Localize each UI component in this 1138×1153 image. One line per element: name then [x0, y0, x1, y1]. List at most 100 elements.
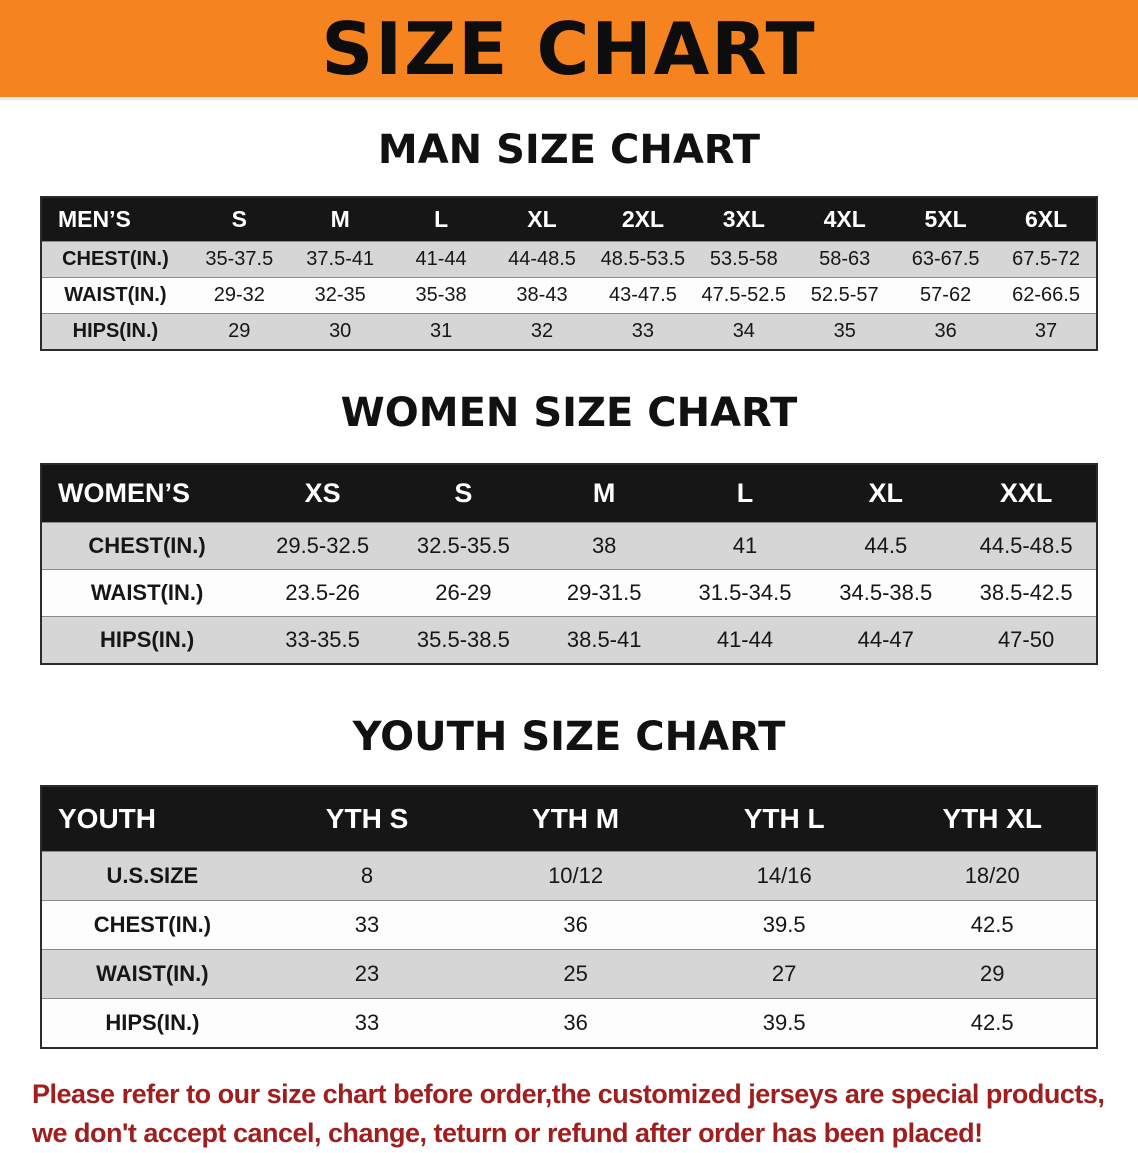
table-row: HIPS(IN.) 29 30 31 32 33 34 35 36 37: [41, 313, 1097, 350]
size-value: 31: [390, 313, 492, 350]
column-header: 3XL: [693, 197, 795, 242]
row-label: HIPS(IN.): [41, 998, 263, 1048]
size-value: 38.5-42.5: [956, 569, 1097, 617]
size-value: 32: [491, 313, 593, 350]
banner: SIZE CHART: [0, 0, 1138, 100]
size-value: 25: [471, 949, 680, 999]
size-value: 36: [471, 900, 680, 950]
header-row: WOMEN’S XS S M L XL XXL: [41, 464, 1097, 523]
size-value: 44.5: [815, 522, 957, 570]
size-value: 39.5: [679, 998, 889, 1048]
size-value: 33: [262, 998, 472, 1048]
size-value: 41: [674, 522, 816, 570]
table-title: YOUTH: [41, 786, 263, 852]
size-value: 29: [188, 313, 290, 350]
row-label: WAIST(IN.): [41, 949, 263, 999]
size-value: 8: [262, 851, 472, 901]
table-row: CHEST(IN.) 35-37.5 37.5-41 41-44 44-48.5 48.5…: [41, 241, 1097, 278]
column-header: 4XL: [794, 197, 896, 242]
women-section: WOMEN SIZE CHART WOMEN’S XS S M L XL XXL CHEST(…: [0, 391, 1138, 665]
size-value: 23.5-26: [252, 569, 393, 617]
table-row: HIPS(IN.) 33-35.5 35.5-38.5 38.5-41 41-44 44-…: [41, 616, 1097, 664]
size-value: 33: [592, 313, 694, 350]
size-value: 44.5-48.5: [956, 522, 1097, 570]
column-header: XXL: [956, 464, 1097, 523]
size-value: 44-47: [815, 616, 957, 664]
disclaimer-line-2: we don't accept cancel, change, teturn o…: [32, 1118, 983, 1149]
men-size-table: MEN’S S M L XL 2XL 3XL 4XL 5XL 6XL CHEST(IN.) 35-37…: [40, 196, 1098, 351]
row-label: HIPS(IN.): [41, 313, 189, 350]
table-row: U.S.SIZE 8 10/12 14/16 18/20: [41, 851, 1097, 901]
size-value: 29-31.5: [533, 569, 675, 617]
size-value: 35-37.5: [188, 241, 290, 278]
column-header: 2XL: [592, 197, 694, 242]
size-value: 33-35.5: [252, 616, 393, 664]
column-header: S: [188, 197, 290, 242]
size-value: 57-62: [895, 277, 997, 314]
disclaimer: Please refer to our size chart before or…: [0, 1075, 1138, 1153]
table-row: WAIST(IN.) 23.5-26 26-29 29-31.5 31.5-34.5 34…: [41, 569, 1097, 617]
size-value: 29.5-32.5: [252, 522, 393, 570]
size-value: 38-43: [491, 277, 593, 314]
content: MAN SIZE CHART MEN’S S M L XL 2XL 3XL 4XL 5XL 6XL…: [0, 128, 1138, 1049]
women-chart-heading: WOMEN SIZE CHART: [340, 390, 798, 436]
table-row: CHEST(IN.) 33 36 39.5 42.5: [41, 900, 1097, 950]
size-value: 58-63: [794, 241, 896, 278]
size-value: 18/20: [888, 851, 1097, 901]
size-value: 30: [289, 313, 391, 350]
disclaimer-line-1: Please refer to our size chart before or…: [32, 1079, 1105, 1109]
column-header: YTH M: [471, 786, 680, 852]
size-value: 67.5-72: [996, 241, 1097, 278]
size-value: 41-44: [390, 241, 492, 278]
size-value: 34.5-38.5: [815, 569, 957, 617]
size-value: 37: [996, 313, 1097, 350]
size-value: 32-35: [289, 277, 391, 314]
row-label: HIPS(IN.): [41, 616, 253, 664]
column-header: 6XL: [996, 197, 1097, 242]
column-header: L: [390, 197, 492, 242]
size-value: 42.5: [888, 998, 1097, 1048]
size-value: 62-66.5: [996, 277, 1097, 314]
size-value: 29: [888, 949, 1097, 999]
row-label: U.S.SIZE: [41, 851, 263, 901]
size-value: 23: [262, 949, 472, 999]
column-header: YTH XL: [888, 786, 1097, 852]
column-header: XS: [252, 464, 393, 523]
row-label: WAIST(IN.): [41, 569, 253, 617]
column-header: XL: [491, 197, 593, 242]
column-header: XL: [815, 464, 957, 523]
size-value: 10/12: [471, 851, 680, 901]
page-title: SIZE CHART: [321, 6, 817, 91]
row-label: CHEST(IN.): [41, 900, 263, 950]
size-value: 38: [533, 522, 675, 570]
column-header: YTH L: [679, 786, 889, 852]
size-value: 26-29: [392, 569, 534, 617]
column-header: L: [674, 464, 816, 523]
men-chart-heading: MAN SIZE CHART: [377, 127, 761, 173]
column-header: M: [289, 197, 391, 242]
row-label: CHEST(IN.): [41, 241, 189, 278]
table-row: HIPS(IN.) 33 36 39.5 42.5: [41, 998, 1097, 1048]
size-value: 36: [895, 313, 997, 350]
size-value: 35-38: [390, 277, 492, 314]
row-label: CHEST(IN.): [41, 522, 253, 570]
men-section: MAN SIZE CHART MEN’S S M L XL 2XL 3XL 4XL 5XL 6XL…: [0, 128, 1138, 351]
row-label: WAIST(IN.): [41, 277, 189, 314]
size-value: 43-47.5: [592, 277, 694, 314]
size-value: 44-48.5: [491, 241, 593, 278]
size-value: 52.5-57: [794, 277, 896, 314]
table-row: CHEST(IN.) 29.5-32.5 32.5-35.5 38 41 44.5 44.5…: [41, 522, 1097, 570]
header-row: YOUTH YTH S YTH M YTH L YTH XL: [41, 786, 1097, 852]
size-value: 63-67.5: [895, 241, 997, 278]
size-value: 33: [262, 900, 472, 950]
column-header: S: [392, 464, 534, 523]
size-value: 53.5-58: [693, 241, 795, 278]
column-header: 5XL: [895, 197, 997, 242]
size-value: 48.5-53.5: [592, 241, 694, 278]
header-row: MEN’S S M L XL 2XL 3XL 4XL 5XL 6XL: [41, 197, 1097, 242]
youth-size-table: YOUTH YTH S YTH M YTH L YTH XL U.S.SIZE 8 10/12…: [40, 785, 1098, 1049]
size-value: 39.5: [679, 900, 889, 950]
table-row: WAIST(IN.) 29-32 32-35 35-38 38-43 43-47.5 47.…: [41, 277, 1097, 314]
size-value: 29-32: [188, 277, 290, 314]
